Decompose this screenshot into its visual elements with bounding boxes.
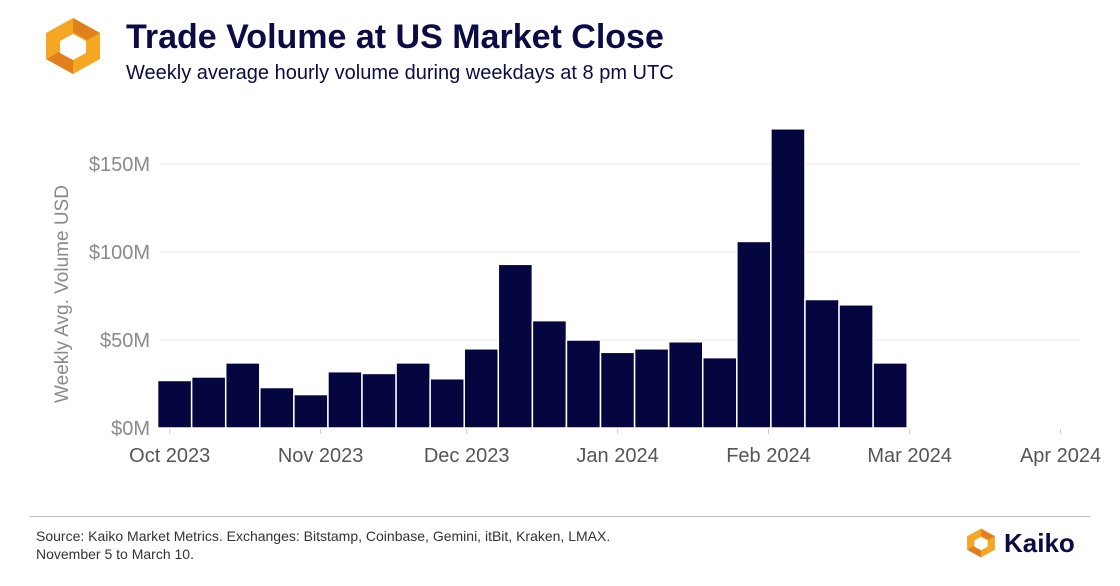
x-tick-label: Mar 2024 <box>867 445 952 467</box>
source-line: Source: Kaiko Market Metrics. Exchanges:… <box>36 528 611 544</box>
bar <box>633 348 670 429</box>
bar <box>463 348 500 429</box>
bar <box>838 304 874 429</box>
bars <box>156 128 908 429</box>
x-tick-labels: Oct 2023 Nov 2023 Dec 2023 Jan 2024 Feb 2024… <box>129 429 1101 467</box>
bar <box>395 362 431 429</box>
x-tick-label: Oct 2023 <box>129 445 210 467</box>
bar <box>259 386 295 429</box>
bar <box>531 319 568 429</box>
bar <box>156 379 193 429</box>
footer-divider <box>30 516 1090 517</box>
bar <box>361 372 397 429</box>
x-tick-label: Apr 2024 <box>1020 445 1101 467</box>
bar <box>702 356 738 429</box>
bar <box>224 362 261 429</box>
brand-name: Kaiko <box>1004 527 1075 558</box>
bar <box>599 351 636 429</box>
source-note: Source: Kaiko Market Metrics. Exchanges:… <box>36 527 610 563</box>
bar <box>770 128 806 429</box>
bar <box>293 393 329 429</box>
y-axis-label: Weekly Avg. Volume USD <box>52 185 73 403</box>
bar <box>736 240 772 429</box>
kaiko-brand: Kaiko <box>964 523 1075 563</box>
x-tick-label: Feb 2024 <box>726 445 811 467</box>
y-tick-labels: $0M $50M $100M $150M <box>89 154 150 440</box>
date-range-line: November 5 to March 10. <box>36 546 194 562</box>
bar <box>327 370 363 429</box>
bar <box>565 339 602 429</box>
chart-subtitle: Weekly average hourly volume during week… <box>126 62 674 84</box>
chart-title: Trade Volume at US Market Close <box>126 18 664 56</box>
bar-chart: $0M $50M $100M $150M Oct 2023 Nov 2023 Dec 20… <box>52 128 1101 467</box>
y-tick-label: $0M <box>111 418 150 440</box>
bar <box>872 362 908 429</box>
kaiko-logo-icon <box>46 18 100 74</box>
x-tick-label: Nov 2023 <box>278 445 364 467</box>
bar <box>429 377 465 429</box>
y-tick-label: $150M <box>89 154 150 176</box>
bar <box>497 263 534 429</box>
kaiko-brand-icon <box>967 528 995 558</box>
x-tick-label: Jan 2024 <box>576 445 658 467</box>
grid-lines <box>160 163 1080 341</box>
y-tick-label: $50M <box>100 330 150 352</box>
x-tick-label: Dec 2023 <box>424 445 510 467</box>
bar <box>667 341 704 429</box>
bar <box>190 376 227 429</box>
bar <box>804 298 840 429</box>
y-tick-label: $100M <box>89 242 150 264</box>
